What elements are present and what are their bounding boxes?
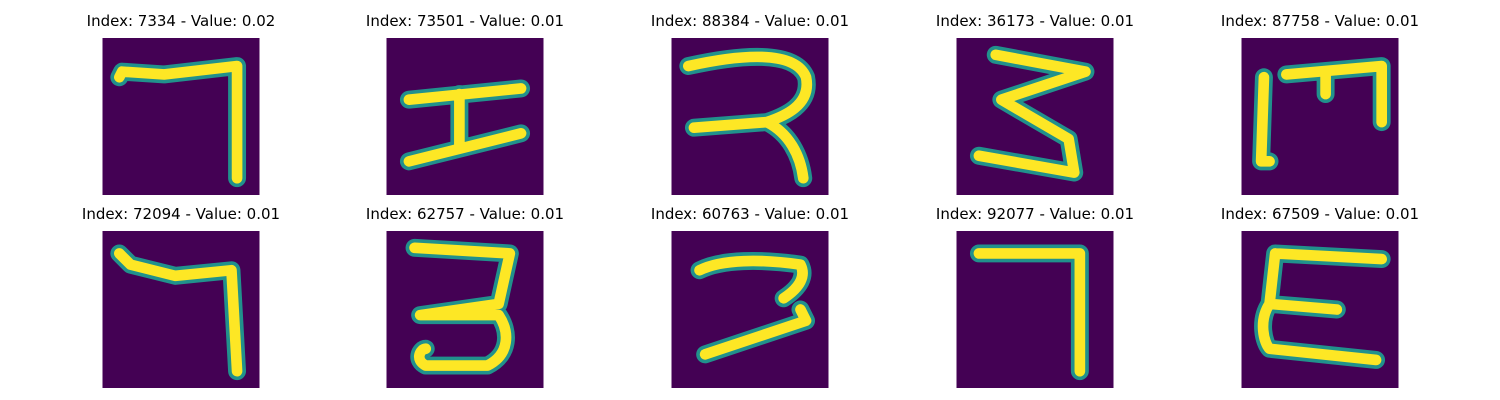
glyph-image — [956, 231, 1114, 388]
glyph-image — [956, 38, 1114, 195]
digit-tile: Index: 60763 - Value: 0.01 — [630, 203, 870, 388]
digit-tile: Index: 72094 - Value: 0.01 — [61, 203, 301, 388]
glyph-image — [671, 38, 829, 195]
digit-tile: Index: 36173 - Value: 0.01 — [915, 10, 1155, 195]
digit-tile: Index: 67509 - Value: 0.01 — [1200, 203, 1440, 388]
stroke-core — [682, 51, 813, 184]
tile-title: Index: 87758 - Value: 0.01 — [1220, 12, 1420, 30]
stroke-core — [409, 242, 516, 371]
tile-title: Index: 7334 - Value: 0.02 — [86, 12, 276, 30]
stroke-core — [113, 60, 243, 184]
tile-title: Index: 60763 - Value: 0.01 — [650, 205, 850, 223]
tile-title: Index: 92077 - Value: 0.01 — [935, 205, 1135, 223]
glyph-image — [102, 231, 260, 388]
stroke-core — [403, 83, 527, 167]
tile-title: Index: 72094 - Value: 0.01 — [81, 205, 281, 223]
digit-tile: Index: 88384 - Value: 0.01 — [630, 10, 870, 195]
digit-tile: Index: 7334 - Value: 0.02 — [61, 10, 301, 195]
digit-tile: Index: 87758 - Value: 0.01 — [1200, 10, 1440, 195]
tile-title: Index: 36173 - Value: 0.01 — [935, 12, 1135, 30]
glyph-image — [102, 38, 260, 195]
digit-tile: Index: 92077 - Value: 0.01 — [915, 203, 1155, 388]
digit-tile: Index: 62757 - Value: 0.01 — [345, 203, 585, 388]
glyph-image — [671, 231, 829, 388]
glyph-image — [1241, 38, 1399, 195]
glyph-image — [386, 231, 544, 388]
digit-tile: Index: 73501 - Value: 0.01 — [345, 10, 585, 195]
glyph-image — [386, 38, 544, 195]
stroke-core — [973, 248, 1086, 377]
tile-title: Index: 67509 - Value: 0.01 — [1220, 205, 1420, 223]
stroke-core — [694, 255, 812, 360]
stroke-core — [1257, 248, 1388, 366]
glyph-image — [1241, 231, 1399, 388]
stroke-core — [1255, 60, 1388, 167]
stroke-core — [973, 49, 1091, 178]
tile-title: Index: 62757 - Value: 0.01 — [365, 205, 565, 223]
tile-title: Index: 88384 - Value: 0.01 — [650, 12, 850, 30]
stroke-core — [113, 248, 243, 377]
tile-title: Index: 73501 - Value: 0.01 — [365, 12, 565, 30]
